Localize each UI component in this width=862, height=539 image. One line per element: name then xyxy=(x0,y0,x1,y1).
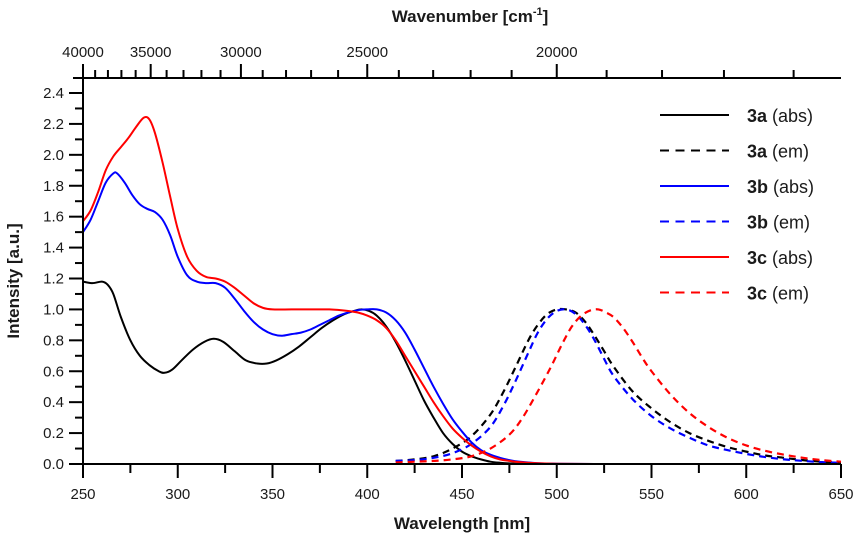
y-tick-label: 0.8 xyxy=(43,332,64,349)
x-tick-label: 500 xyxy=(544,486,569,503)
top-axis-title-main: Wavenumber [cm xyxy=(392,7,533,26)
y-ticks: 0.0 0.2 0.4 0.6 0.8 1.0 1.2 1.4 1.6 1.8 2.0 2.2 2.4 xyxy=(43,85,83,473)
legend-kind: (abs) xyxy=(768,177,814,197)
x-ticks: 250 300 350 400 450 500 550 600 650 xyxy=(70,464,854,503)
legend-label-3c-em: 3c (em) xyxy=(747,284,809,304)
y-tick-label: 0.0 xyxy=(43,456,64,473)
y-tick-label: 0.2 xyxy=(43,425,64,442)
legend-compound: 3a xyxy=(747,106,768,126)
top-axis-ticks: 40000 35000 30000 25000 20000 xyxy=(62,44,795,78)
y-tick-label: 0.6 xyxy=(43,363,64,380)
y-tick-label: 2.0 xyxy=(43,147,64,164)
top-tick-label: 35000 xyxy=(130,44,172,61)
y-tick-label: 2.2 xyxy=(43,116,64,133)
x-tick-label: 650 xyxy=(828,486,853,503)
legend-label-3b-em: 3b (em) xyxy=(747,213,810,233)
legend-label-3b-abs: 3b (abs) xyxy=(747,177,814,197)
x-axis-title: Wavelength [nm] xyxy=(394,514,530,533)
legend-label-3a-em: 3a (em) xyxy=(747,142,809,162)
y-axis-title: Intensity [a.u.] xyxy=(4,223,23,338)
plot-lines xyxy=(82,115,842,466)
series-line-3b-em xyxy=(395,308,842,464)
top-axis-title: Wavenumber [cm-1] xyxy=(392,6,549,26)
y-tick-label: 1.8 xyxy=(43,178,64,195)
legend-kind: (em) xyxy=(768,213,810,233)
legend-compound: 3b xyxy=(747,177,768,197)
x-tick-label: 350 xyxy=(260,486,285,503)
top-axis-title-superscript: -1 xyxy=(533,6,543,18)
series-line-3a-abs xyxy=(82,280,841,466)
top-tick-label: 30000 xyxy=(220,44,262,61)
legend-label-3c-abs: 3c (abs) xyxy=(747,248,813,268)
top-axis-title-end: ] xyxy=(543,7,549,26)
series-line-3a-em xyxy=(395,307,842,464)
axes: 250 300 350 400 450 500 550 600 650 0.0 0.2 0.4 0.6… xyxy=(43,44,853,503)
legend-kind: (em) xyxy=(767,142,809,162)
y-tick-label: 2.4 xyxy=(43,85,64,102)
legend-compound: 3a xyxy=(747,142,768,162)
legend-kind: (abs) xyxy=(767,248,813,268)
series-line-3c-abs xyxy=(82,115,841,466)
legend-label-3a-abs: 3a (abs) xyxy=(747,106,813,126)
top-tick-label: 40000 xyxy=(62,44,104,61)
x-tick-label: 400 xyxy=(355,486,380,503)
series-line-3c-em xyxy=(395,308,842,464)
top-tick-label: 25000 xyxy=(346,44,388,61)
y-tick-label: 0.4 xyxy=(43,394,64,411)
y-tick-label: 1.0 xyxy=(43,301,64,318)
x-tick-label: 250 xyxy=(70,486,95,503)
legend: 3a (abs)3a (em)3b (abs)3b (em)3c (abs)3c… xyxy=(660,106,814,304)
legend-compound: 3c xyxy=(747,284,767,304)
y-tick-label: 1.4 xyxy=(43,240,64,257)
y-tick-label: 1.2 xyxy=(43,271,64,288)
legend-kind: (em) xyxy=(767,284,809,304)
top-tick-label: 20000 xyxy=(536,44,578,61)
legend-kind: (abs) xyxy=(767,106,813,126)
legend-compound: 3c xyxy=(747,248,767,268)
legend-compound: 3b xyxy=(747,213,768,233)
y-tick-label: 1.6 xyxy=(43,209,64,226)
x-tick-label: 450 xyxy=(449,486,474,503)
x-tick-label: 600 xyxy=(734,486,759,503)
series-line-3b-abs xyxy=(82,171,841,466)
x-tick-label: 300 xyxy=(165,486,190,503)
x-tick-label: 550 xyxy=(639,486,664,503)
